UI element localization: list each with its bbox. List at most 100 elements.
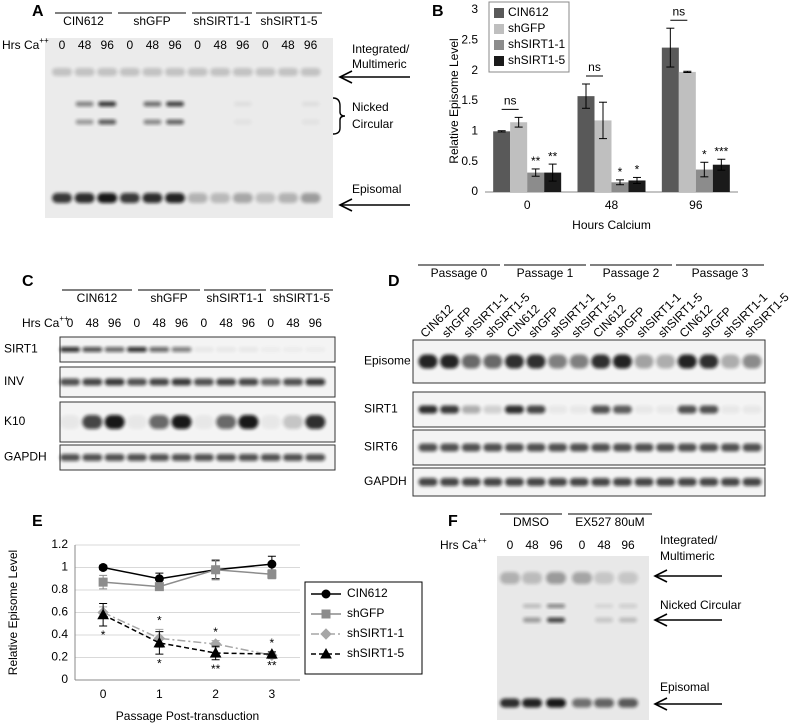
blot-band xyxy=(619,617,637,623)
blot-band xyxy=(591,478,611,486)
marker-label: Integrated/ xyxy=(660,533,718,547)
row-label: INV xyxy=(4,374,24,388)
blot-band xyxy=(74,68,95,76)
blot-band xyxy=(594,572,614,584)
time-label: Hrs Ca++ xyxy=(2,36,49,52)
bar xyxy=(678,71,696,192)
blot-band xyxy=(216,347,237,352)
blot-band xyxy=(634,443,654,452)
y-tick-label: 0.6 xyxy=(51,605,68,619)
marker-label: Integrated/ xyxy=(352,42,410,56)
blot-band xyxy=(591,443,611,452)
significance-label: * xyxy=(635,163,640,177)
lane-label: 48 xyxy=(78,38,92,52)
blot-band xyxy=(742,405,762,414)
blot-band xyxy=(187,68,208,76)
blot-band xyxy=(612,405,632,414)
lane-label: 96 xyxy=(309,316,323,330)
group-label: shSIRT1-5 xyxy=(273,291,330,305)
blot-band xyxy=(634,354,654,369)
blot-band xyxy=(677,478,697,486)
blot-band xyxy=(82,347,103,352)
legend-label: shSIRT1-1 xyxy=(508,37,565,51)
blot-band xyxy=(104,454,125,461)
blot-band xyxy=(656,405,676,414)
blot-band xyxy=(260,415,281,429)
blot-band xyxy=(699,443,719,452)
blot-band xyxy=(171,347,192,352)
blot-band xyxy=(305,415,326,429)
blot-band xyxy=(500,698,520,708)
blot-band xyxy=(74,193,95,203)
blot-band xyxy=(142,193,163,203)
group-label: CIN612 xyxy=(77,291,118,305)
blot-band xyxy=(677,354,697,369)
blot-band xyxy=(504,354,524,369)
significance-label: * xyxy=(157,614,162,628)
lane-label: 96 xyxy=(621,538,635,552)
blot-band xyxy=(742,354,762,369)
significance-label: ns xyxy=(504,94,517,108)
blot-band xyxy=(720,405,740,414)
y-tick-label: 1 xyxy=(61,560,68,574)
lane-label: 0 xyxy=(267,316,274,330)
lane-label: 48 xyxy=(86,316,100,330)
blot-band xyxy=(104,415,125,429)
blot-band xyxy=(238,347,259,352)
blot-band xyxy=(656,478,676,486)
blot-band xyxy=(126,378,147,386)
blot-band xyxy=(126,454,147,461)
blot-band xyxy=(98,101,117,107)
blot-band xyxy=(301,101,320,107)
significance-label: ns xyxy=(588,60,601,74)
line xyxy=(103,568,272,588)
blot-band xyxy=(232,193,253,203)
blot-band xyxy=(699,354,719,369)
blot-band xyxy=(720,478,740,486)
blot-band xyxy=(526,405,546,414)
point xyxy=(98,563,108,572)
blot-band xyxy=(261,347,281,352)
blot-band xyxy=(612,478,632,486)
blot-band xyxy=(612,443,632,452)
blot-band xyxy=(283,378,303,386)
blot-band xyxy=(569,405,589,414)
legend-label: CIN612 xyxy=(347,586,388,600)
marker-label: Episomal xyxy=(352,182,401,196)
arrow-head xyxy=(338,70,353,84)
time-label: Hrs Ca++ xyxy=(440,536,487,552)
blot-band xyxy=(618,698,638,708)
blot-band xyxy=(60,347,80,352)
x-tick-label: 0 xyxy=(100,687,107,701)
point xyxy=(266,648,278,659)
y-axis-label: Relative Episome Level xyxy=(6,550,20,675)
legend-label: shSIRT1-1 xyxy=(347,626,404,640)
legend-swatch xyxy=(494,56,504,66)
blot-band xyxy=(572,572,592,584)
point xyxy=(153,636,166,648)
lane-label: 0 xyxy=(67,316,74,330)
lane-label: 96 xyxy=(168,38,182,52)
group-label: shGFP xyxy=(133,14,170,28)
lane-label: 96 xyxy=(101,38,115,52)
blot-band xyxy=(699,478,719,486)
time-label: Hrs Ca++ xyxy=(22,314,69,330)
lane-label: 48 xyxy=(214,38,228,52)
blot-band xyxy=(618,572,638,584)
blot-band xyxy=(171,454,192,461)
blot-band xyxy=(75,101,94,107)
blot-band xyxy=(305,347,325,352)
x-axis-label: Hours Calcium xyxy=(572,218,651,232)
bar xyxy=(544,172,562,192)
marker-label: Multimeric xyxy=(660,549,715,563)
blot-band xyxy=(418,478,438,486)
blot-band xyxy=(677,443,697,452)
x-tick-label: 0 xyxy=(524,198,531,212)
blot-band xyxy=(612,354,632,369)
blot-band xyxy=(591,354,611,369)
significance-label: * xyxy=(702,147,707,161)
y-tick-label: 0.2 xyxy=(51,650,68,664)
blot-band xyxy=(126,347,147,352)
y-tick-label: 0.5 xyxy=(461,154,478,168)
